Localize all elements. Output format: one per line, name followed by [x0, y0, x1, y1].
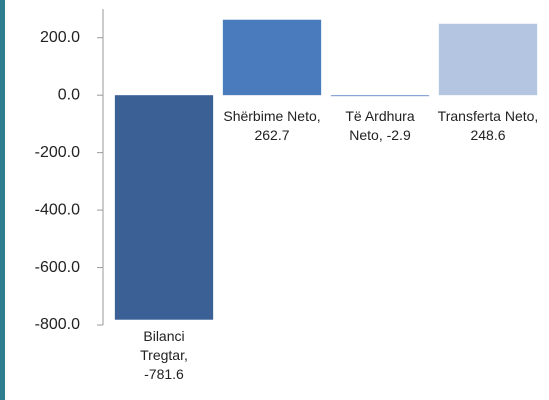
- bar: [114, 95, 214, 320]
- data-label-box: Të Ardhura Neto, -2.9: [328, 107, 432, 145]
- y-tick-label: -400.0: [35, 201, 80, 218]
- y-tick-label: 200.0: [40, 29, 80, 46]
- value-label: 262.7: [254, 127, 290, 144]
- y-tick-label: 0.0: [58, 86, 80, 103]
- data-label: Transferta Neto, 248.6: [436, 107, 540, 145]
- category-label: Shërbime Neto: [223, 108, 317, 125]
- data-label-box: Shërbime Neto, 262.7: [220, 107, 324, 145]
- separator: ,: [534, 108, 539, 125]
- y-tick-label: -800.0: [35, 316, 80, 333]
- data-label-box: Bilanci Tregtar, -781.6: [132, 327, 196, 384]
- category-label: Bilanci Tregtar: [140, 327, 185, 363]
- data-label: Shërbime Neto, 262.7: [220, 107, 324, 145]
- bar: [222, 19, 322, 96]
- separator: ,: [316, 108, 321, 125]
- value-label: -2.9: [386, 127, 411, 144]
- separator: ,: [378, 127, 387, 144]
- y-tick-label: -600.0: [35, 259, 80, 276]
- category-label: Të Ardhura Neto: [345, 108, 415, 144]
- data-label: Të Ardhura Neto, -2.9: [328, 107, 432, 145]
- category-label: Transferta Neto: [437, 108, 535, 125]
- side-strip: [0, 0, 5, 400]
- data-label-box: Transferta Neto, 248.6: [436, 107, 540, 145]
- bar: [330, 95, 430, 97]
- value-label: 248.6: [470, 127, 506, 144]
- value-label: -781.6: [144, 365, 184, 382]
- y-tick-label: -200.0: [35, 144, 80, 161]
- data-label: Bilanci Tregtar, -781.6: [132, 327, 196, 384]
- separator: ,: [183, 346, 188, 363]
- bar: [438, 23, 538, 96]
